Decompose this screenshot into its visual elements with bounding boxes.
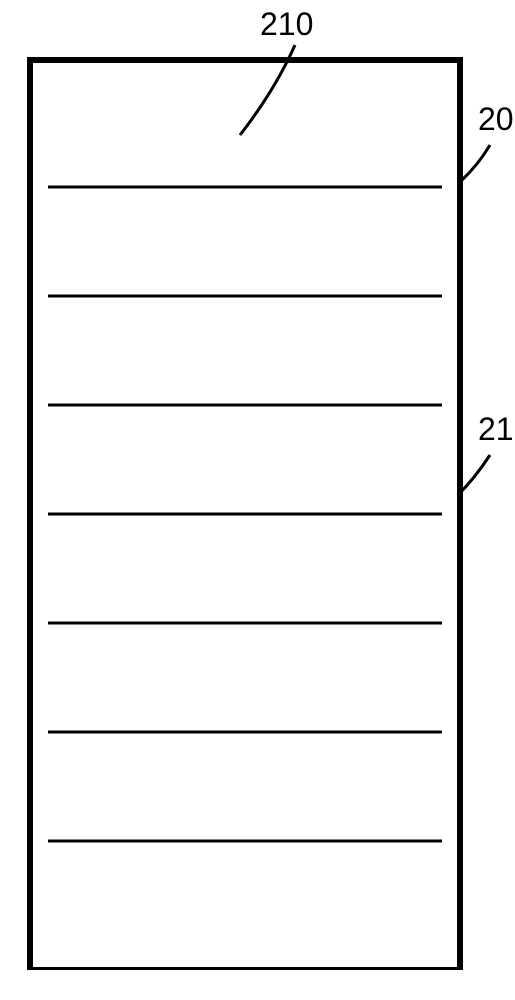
leader-20	[462, 145, 490, 180]
diagram-svg: 210 20 21	[0, 0, 515, 970]
label-21-text: 21	[478, 411, 514, 447]
horizontal-dividers	[48, 187, 442, 841]
technical-diagram: 210 20 21	[30, 60, 485, 970]
label-210-text: 210	[260, 6, 313, 42]
label-20-text: 20	[478, 101, 514, 137]
